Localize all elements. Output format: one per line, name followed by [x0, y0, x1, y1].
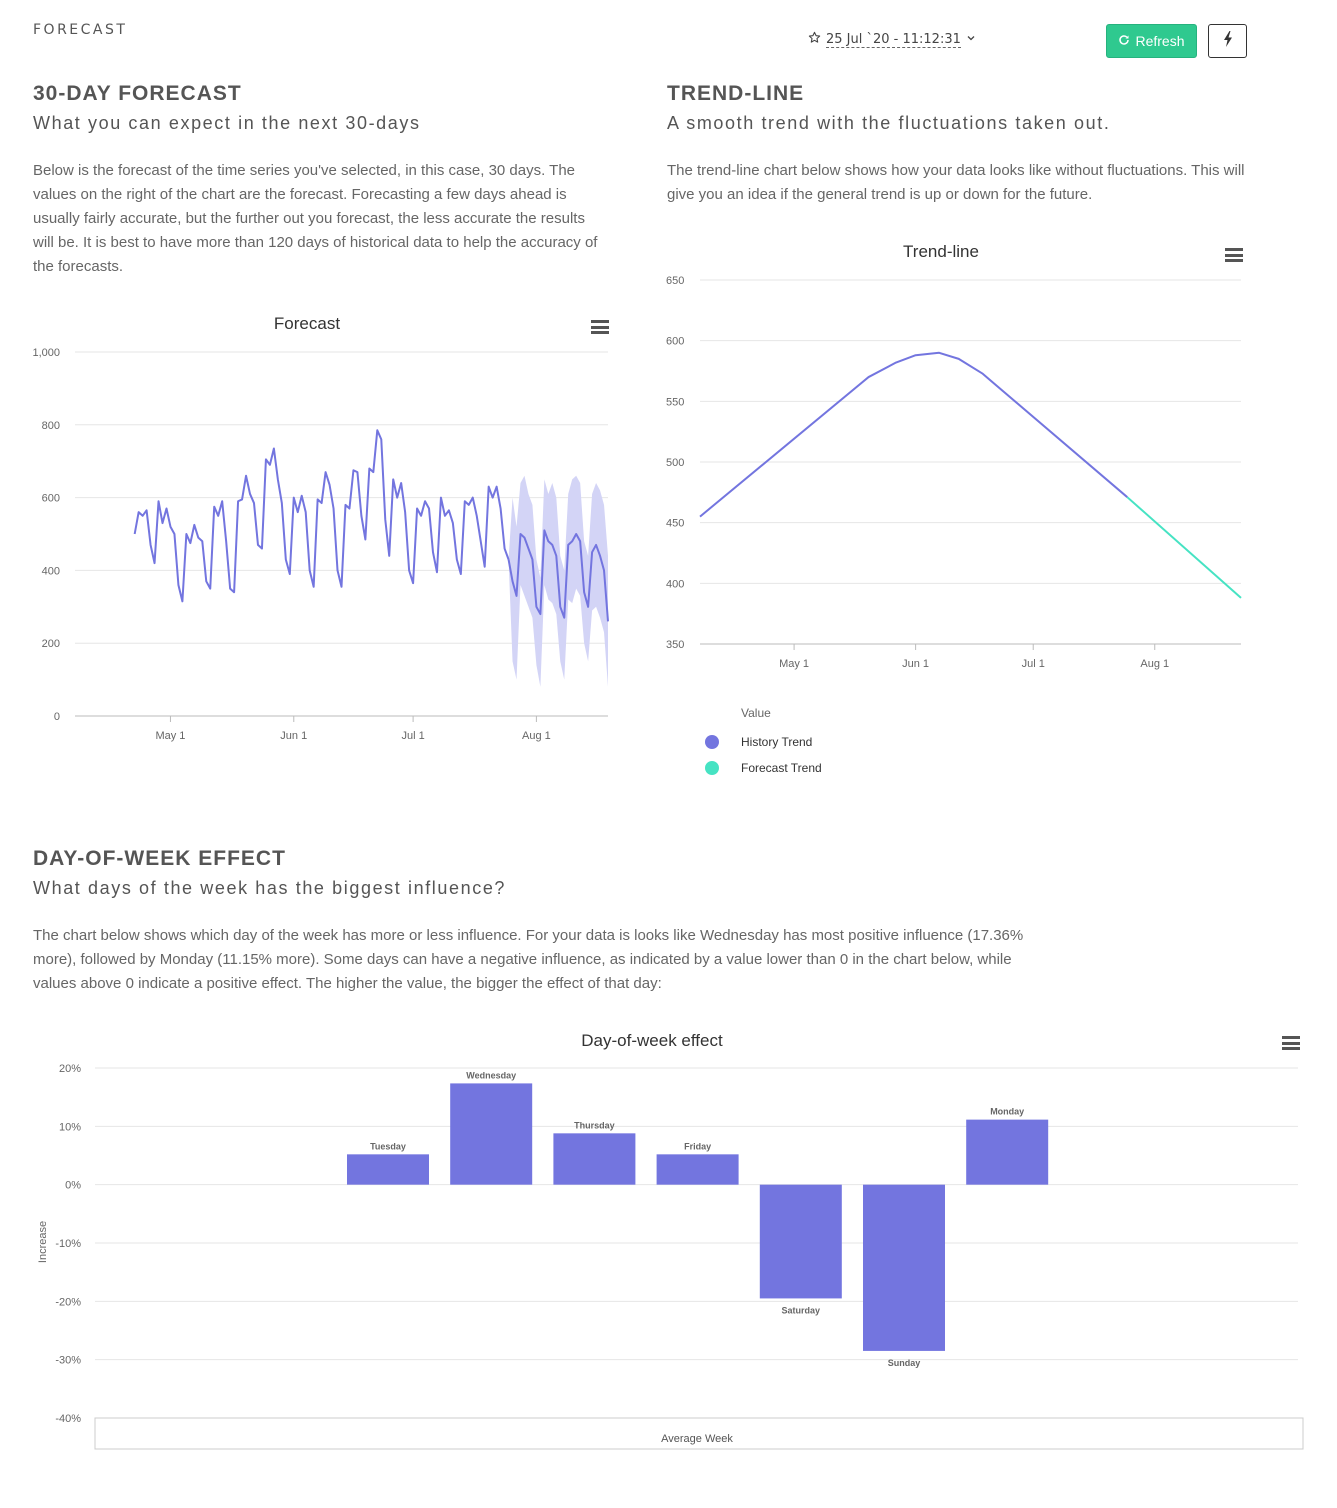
- forecast-section: 30-DAY FORECAST What you can expect in t…: [33, 82, 603, 279]
- x-tick-label: Jun 1: [280, 730, 307, 742]
- forecast-chart: 1,000 800 600 400 200 0 May 1 Jun 1 Jul 1 Aug 1: [32, 347, 609, 742]
- y-tick-label: -20%: [55, 1296, 81, 1308]
- trend-section: TREND-LINE A smooth trend with the fluct…: [667, 82, 1267, 207]
- dow-title: DAY-OF-WEEK EFFECT: [33, 847, 286, 870]
- trend-chart-title: Trend-line: [903, 242, 979, 261]
- bar-wednesday: [450, 1083, 533, 1185]
- forecast-chart-title: Forecast: [273, 314, 341, 333]
- legend-title: Value: [741, 706, 771, 720]
- bar-label: Wednesday: [466, 1070, 516, 1080]
- bar-label: Saturday: [782, 1305, 821, 1315]
- dow-chart: 20% 10% 0% -10% -20% -30% -40% Increase Average …: [37, 1063, 1304, 1450]
- bolt-icon: [1223, 31, 1233, 51]
- y-tick-label: 10%: [59, 1121, 81, 1133]
- dow-chart-title: Day-of-week effect: [581, 1031, 723, 1050]
- x-axis-label: Average Week: [661, 1433, 733, 1445]
- trend-title: TREND-LINE: [667, 82, 805, 105]
- forecast-description: Below is the forecast of the time series…: [33, 162, 598, 275]
- x-tick-label: May 1: [779, 658, 809, 670]
- trend-chart: 650 600 550 500 450 400 350 May 1 Jun 1 Jul 1 Aug …: [666, 275, 1242, 670]
- forecast-series: [507, 529, 609, 622]
- bar-label: Friday: [684, 1141, 711, 1151]
- y-tick-label: 500: [666, 457, 684, 469]
- bolt-button[interactable]: [1208, 24, 1247, 58]
- y-tick-label: -40%: [55, 1413, 81, 1425]
- trend-legend: Value History Trend Forecast Trend: [705, 706, 822, 787]
- refresh-button[interactable]: Refresh: [1106, 24, 1197, 58]
- y-tick-label: 0: [54, 711, 60, 723]
- y-tick-label: -30%: [55, 1355, 81, 1367]
- dow-description: The chart below shows which day of the w…: [33, 927, 1024, 992]
- y-tick-label: 650: [666, 275, 684, 287]
- y-axis-title: Increase: [37, 1221, 49, 1263]
- hamburger-menu-icon[interactable]: [1282, 1036, 1300, 1050]
- x-tick-label: May 1: [155, 730, 185, 742]
- bar-label: Monday: [990, 1107, 1024, 1117]
- bar-saturday: [759, 1184, 842, 1299]
- dow-subtitle: What days of the week has the biggest in…: [33, 878, 507, 898]
- refresh-label: Refresh: [1135, 33, 1185, 49]
- y-tick-label: 400: [42, 565, 60, 577]
- legend-dot: [705, 735, 719, 749]
- forecast-subtitle: What you can expect in the next 30-days: [33, 113, 421, 133]
- bar-thursday: [553, 1133, 636, 1185]
- trend-subtitle: A smooth trend with the fluctuations tak…: [667, 113, 1111, 133]
- bar-label: Sunday: [888, 1358, 921, 1368]
- refresh-icon: [1118, 33, 1130, 49]
- history-trend-line: [699, 351, 1128, 518]
- y-tick-label: 800: [42, 420, 60, 432]
- legend-label: History Trend: [741, 735, 813, 749]
- page-label: FORECAST: [33, 22, 128, 38]
- bar-sunday: [863, 1184, 945, 1351]
- y-tick-label: 1,000: [32, 347, 60, 359]
- chevron-down-icon[interactable]: [966, 32, 976, 47]
- bar-label: Thursday: [574, 1120, 615, 1130]
- bar-monday: [966, 1119, 1049, 1185]
- history-series: [133, 429, 510, 603]
- date-label[interactable]: 25 Jul `20 - 11:12:31: [826, 31, 961, 48]
- legend-label: Forecast Trend: [741, 761, 822, 775]
- dow-section: DAY-OF-WEEK EFFECT What days of the week…: [33, 847, 1033, 996]
- hamburger-menu-icon[interactable]: [591, 320, 609, 334]
- top-bar: FORECAST 25 Jul `20 - 11:12:31 Refresh: [0, 0, 1337, 70]
- y-tick-label: 200: [42, 638, 60, 650]
- x-tick-label: Jun 1: [902, 658, 929, 670]
- y-tick-label: 600: [666, 336, 684, 348]
- y-tick-label: 0%: [65, 1180, 81, 1192]
- x-tick-label: Jul 1: [401, 730, 424, 742]
- trend-description: The trend-line chart below shows how you…: [667, 162, 1245, 203]
- y-tick-label: 350: [666, 639, 684, 651]
- bar-label: Tuesday: [370, 1141, 406, 1151]
- x-axis-category-box: [94, 1417, 1304, 1450]
- legend-item-forecast[interactable]: Forecast Trend: [705, 761, 822, 775]
- x-tick-label: Aug 1: [1140, 658, 1169, 670]
- legend-dot: [705, 761, 719, 775]
- forecast-title: 30-DAY FORECAST: [33, 82, 242, 105]
- y-tick-label: -10%: [55, 1238, 81, 1250]
- x-tick-label: Aug 1: [522, 730, 551, 742]
- x-tick-label: Jul 1: [1022, 658, 1045, 670]
- y-tick-label: 20%: [59, 1063, 81, 1075]
- forecast-trend-line: [1126, 496, 1242, 599]
- bar-friday: [656, 1154, 739, 1185]
- y-tick-label: 550: [666, 396, 684, 408]
- y-tick-label: 450: [666, 518, 684, 530]
- date-picker[interactable]: 25 Jul `20 - 11:12:31: [808, 31, 976, 48]
- bar-tuesday: [347, 1154, 429, 1185]
- y-tick-label: 400: [666, 578, 684, 590]
- legend-item-history[interactable]: History Trend: [705, 735, 822, 749]
- y-tick-label: 600: [42, 493, 60, 505]
- star-icon[interactable]: [808, 31, 821, 48]
- hamburger-menu-icon[interactable]: [1225, 248, 1243, 262]
